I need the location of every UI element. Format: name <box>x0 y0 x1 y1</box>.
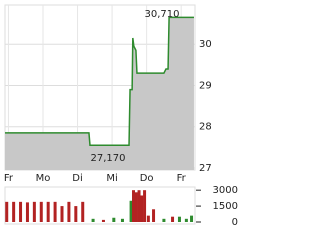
x-tick-label: Di <box>72 173 82 184</box>
volume-bar <box>140 195 144 222</box>
volume-bar <box>91 218 95 222</box>
volume-bar <box>81 201 85 222</box>
y-tick-label: 27 <box>199 163 212 174</box>
x-tick-label: Mo <box>36 173 51 184</box>
volume-bar <box>184 218 188 222</box>
volume-frame <box>4 186 196 225</box>
volume-bar <box>146 215 150 222</box>
volume-bar <box>32 201 36 222</box>
y-tick-label: 3000 <box>213 185 238 196</box>
x-tick-label: Mi <box>106 173 117 184</box>
volume-bar <box>25 202 29 222</box>
volume-bar <box>39 201 43 222</box>
y-tick-label: 1500 <box>213 201 238 212</box>
low-annotation: 27,170 <box>91 153 126 164</box>
volume-bar <box>132 190 136 222</box>
volume-bar <box>53 201 57 222</box>
volume-bar <box>5 201 9 222</box>
volume-bar <box>60 206 64 222</box>
x-tick-label: Do <box>140 173 154 184</box>
volume-bar <box>137 190 141 222</box>
price-area <box>5 17 194 170</box>
y-tick-label: 28 <box>199 122 212 133</box>
price-line <box>5 16 194 146</box>
volume-bar <box>19 201 23 222</box>
high-annotation: 30,710 <box>145 9 180 20</box>
volume-bar <box>190 215 194 222</box>
x-tick-label: Fr <box>4 173 14 184</box>
x-tick-label: Fr <box>177 173 187 184</box>
volume-bar <box>129 200 133 222</box>
volume-bar <box>101 219 105 222</box>
volume-bar <box>152 209 156 222</box>
volume-bar <box>120 218 124 222</box>
volume-bar <box>12 201 16 222</box>
y-tick-label: 29 <box>199 80 212 91</box>
volume-bar <box>177 216 181 222</box>
volume-bar <box>171 216 175 222</box>
volume-bar <box>74 206 78 222</box>
volume-bar <box>143 190 147 222</box>
y-tick-label: 30 <box>199 39 212 50</box>
volume-bar <box>162 218 166 222</box>
volume-bar <box>67 201 71 222</box>
y-tick-label: 0 <box>232 217 238 228</box>
volume-bar <box>46 201 50 222</box>
volume-bar <box>112 217 116 222</box>
volume-bar <box>134 192 138 222</box>
stock-widget: 27 28 29 30 Fr Mo Di Mi Do Fr 30,710 27,170 0 1500 300… <box>4 4 238 228</box>
